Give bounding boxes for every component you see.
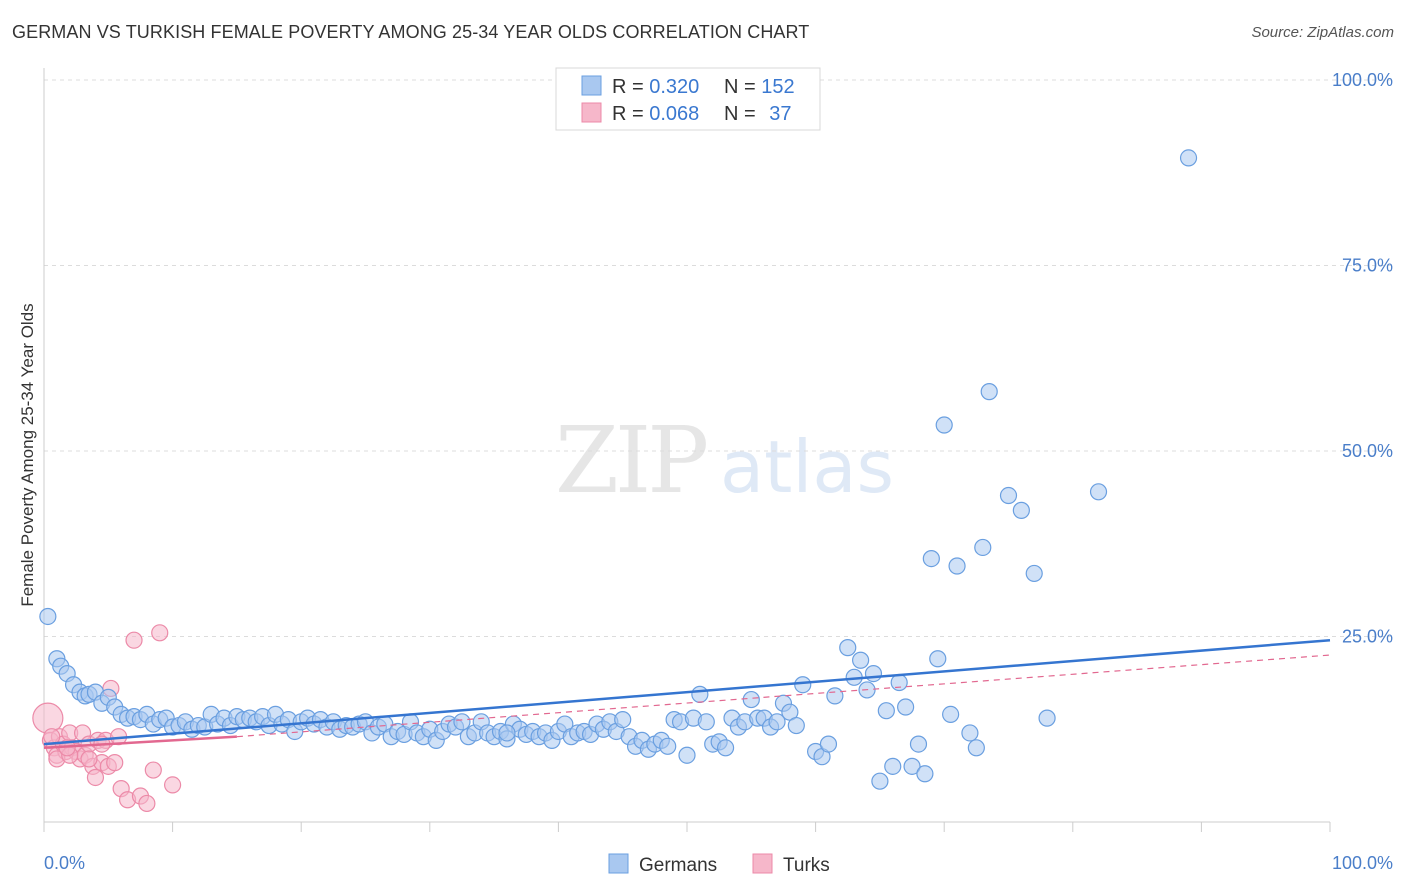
legend-n-label-turks: N = (724, 103, 761, 125)
germans-point (678, 746, 696, 764)
legend-box: R = 0.320 N = 152 R = 0.068 N = 37 (555, 67, 821, 131)
germans-point (1089, 483, 1108, 501)
germans-trend-line (43, 638, 1331, 746)
germans-point (909, 735, 928, 753)
svg-text:N = 37: N = 37 (724, 103, 792, 125)
grid (44, 79, 1392, 637)
germans-point (39, 607, 57, 626)
germans-point (967, 739, 985, 757)
bottom-legend-swatch-germans (608, 853, 629, 874)
bottom-legend-turks: Turks (783, 855, 830, 876)
germans-point (498, 724, 516, 742)
germans-point (884, 757, 902, 775)
germans-point (852, 651, 870, 669)
turks-point (125, 631, 143, 649)
turks-trend-line (43, 735, 237, 750)
germans-point (794, 676, 812, 694)
germans-point (819, 735, 838, 753)
watermark-zip: ZIP (555, 407, 706, 514)
turks-point (144, 761, 162, 779)
germans-point (877, 702, 895, 720)
germans-point (1038, 709, 1056, 727)
svg-text:R = 0.068: R = 0.068 (612, 103, 699, 125)
germans-point (742, 690, 760, 709)
legend-r-value-germans: 0.320 (649, 76, 699, 98)
germans-point (922, 549, 940, 568)
germans-point (942, 705, 960, 724)
germans-point (999, 486, 1018, 505)
source-label: Source: ZipAtlas.com (1251, 24, 1394, 41)
legend-r-value-turks: 0.068 (649, 103, 699, 125)
germans-point (787, 716, 805, 735)
y-tick-label-3: 100.0% (1332, 70, 1393, 90)
germans-point (948, 557, 966, 575)
legend-r-label-germans: R = (612, 76, 649, 98)
watermark: ZIP atlas (555, 407, 894, 514)
germans-point (768, 713, 786, 731)
svg-text:R = 0.320: R = 0.320 (612, 76, 699, 98)
germans-point (453, 713, 471, 731)
germans-point (659, 737, 677, 755)
y-tick-label-1: 50.0% (1342, 441, 1393, 461)
germans-point (864, 664, 883, 683)
turks-point (106, 754, 124, 772)
turks-point (164, 776, 182, 794)
legend-n-label-germans: N = (724, 76, 761, 98)
turks-point (151, 624, 169, 642)
germans-point (871, 772, 889, 790)
legend-n-value-germans: 152 (761, 76, 794, 98)
turks-trend-extension (236, 654, 1331, 738)
axes (43, 68, 1331, 832)
germans-point (1179, 149, 1198, 167)
germans-point (1025, 564, 1043, 583)
turks-point (86, 768, 105, 787)
germans-point (916, 765, 934, 783)
germans-point (890, 673, 908, 692)
germans-point (697, 713, 715, 731)
y-axis-title: Female Poverty Among 25-34 Year Olds (18, 303, 37, 606)
germans-point (980, 383, 998, 401)
germans-point (897, 698, 915, 716)
germans-point (839, 639, 857, 657)
turks-point (80, 750, 98, 768)
germans-point (935, 416, 953, 434)
x-tick-label-1: 100.0% (1332, 853, 1393, 873)
germans-point (826, 687, 844, 705)
bottom-legend-germans: Germans (639, 855, 717, 876)
legend-n-value-turks: 37 (769, 103, 791, 125)
bottom-legend: Germans Turks (608, 853, 830, 876)
germans-point (961, 724, 979, 742)
turks-point (138, 794, 156, 813)
germans-point (903, 757, 921, 775)
y-tick-label-2: 75.0% (1342, 256, 1393, 276)
germans-point (691, 685, 709, 703)
trend-lines (43, 638, 1331, 750)
germans-points (39, 149, 1198, 790)
germans-point (716, 739, 735, 757)
bottom-legend-swatch-turks (752, 853, 773, 874)
legend-swatch-germans (581, 75, 602, 96)
y-tick-label-0: 25.0% (1342, 627, 1393, 647)
germans-point (614, 711, 632, 729)
germans-point (1012, 501, 1030, 519)
tick-labels: 25.0% 50.0% 75.0% 100.0% 0.0% 100.0% (44, 70, 1393, 873)
x-tick-label-0: 0.0% (44, 853, 85, 873)
legend-swatch-turks (581, 102, 602, 123)
svg-text:N = 152: N = 152 (724, 76, 795, 98)
germans-point (929, 650, 947, 668)
watermark-atlas: atlas (720, 425, 894, 509)
chart-title: GERMAN VS TURKISH FEMALE POVERTY AMONG 2… (12, 22, 810, 42)
legend-r-label-turks: R = (612, 103, 649, 125)
germans-point (974, 538, 992, 557)
